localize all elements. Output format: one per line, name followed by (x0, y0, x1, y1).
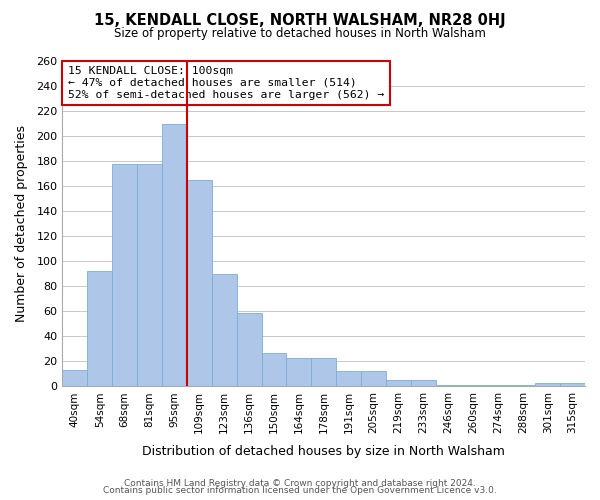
Bar (62, 370, 88, 386)
Bar (162, 124, 187, 386)
Bar (560, 382, 585, 386)
Bar (511, 385, 535, 386)
Text: 15 KENDALL CLOSE: 100sqm
← 47% of detached houses are smaller (514)
52% of semi-: 15 KENDALL CLOSE: 100sqm ← 47% of detach… (68, 66, 384, 100)
Text: Contains public sector information licensed under the Open Government Licence v3: Contains public sector information licen… (103, 486, 497, 495)
Bar (212, 274, 236, 386)
Text: Contains HM Land Registry data © Crown copyright and database right 2024.: Contains HM Land Registry data © Crown c… (124, 478, 476, 488)
Y-axis label: Number of detached properties: Number of detached properties (15, 126, 28, 322)
Bar (436, 385, 461, 386)
Bar (88, 272, 112, 386)
Bar (461, 385, 485, 386)
Text: Size of property relative to detached houses in North Walsham: Size of property relative to detached ho… (114, 28, 486, 40)
Text: 15, KENDALL CLOSE, NORTH WALSHAM, NR28 0HJ: 15, KENDALL CLOSE, NORTH WALSHAM, NR28 0… (94, 12, 506, 28)
Bar (336, 372, 361, 386)
Bar (485, 385, 511, 386)
Bar (286, 358, 311, 386)
Bar (112, 164, 137, 386)
Bar (137, 164, 162, 386)
Bar (311, 358, 336, 386)
Bar (411, 380, 436, 386)
Bar (187, 180, 212, 386)
Bar (361, 372, 386, 386)
Bar (386, 380, 411, 386)
X-axis label: Distribution of detached houses by size in North Walsham: Distribution of detached houses by size … (142, 444, 505, 458)
Bar (535, 382, 560, 386)
Bar (262, 352, 286, 386)
Bar (236, 312, 262, 386)
